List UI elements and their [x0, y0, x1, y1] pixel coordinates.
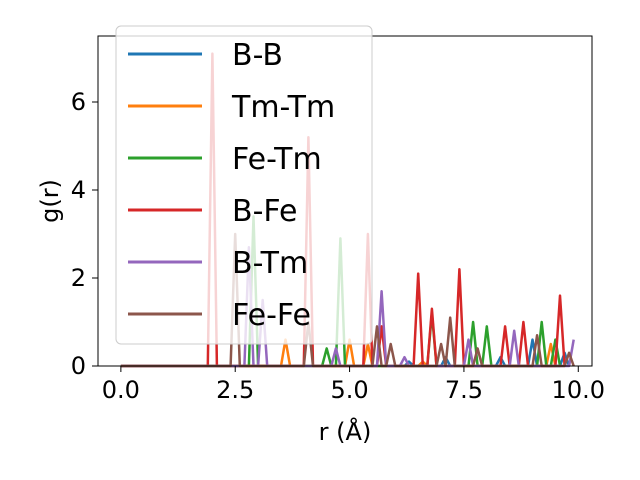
- legend-label-fe-fe: Fe-Fe: [232, 298, 311, 333]
- x-tick-label: 2.5: [216, 376, 254, 404]
- legend-label-b-b: B-B: [232, 38, 283, 73]
- x-tick-label: 5.0: [330, 376, 368, 404]
- y-tick-label: 4: [71, 176, 86, 204]
- y-axis: 0 2 4 6: [71, 88, 98, 380]
- y-tick-label: 2: [71, 264, 86, 292]
- y-tick-label: 6: [71, 88, 86, 116]
- legend-label-fe-tm: Fe-Tm: [232, 142, 322, 177]
- legend-label-b-tm: B-Tm: [232, 246, 308, 281]
- y-tick-label: 0: [71, 352, 86, 380]
- legend-label-tm-tm: Tm-Tm: [231, 90, 335, 125]
- x-axis: 0.0 2.5 5.0 7.5 10.0: [102, 366, 605, 404]
- x-tick-label: 7.5: [445, 376, 483, 404]
- x-tick-label: 0.0: [102, 376, 140, 404]
- x-axis-label: r (Å): [319, 417, 372, 446]
- legend: B-B Tm-Tm Fe-Tm B-Fe B-Tm Fe-Fe: [115, 25, 373, 345]
- x-tick-label: 10.0: [552, 376, 605, 404]
- legend-label-b-fe: B-Fe: [232, 194, 297, 229]
- legend-frame: [115, 25, 373, 345]
- y-axis-label: g(r): [36, 179, 64, 223]
